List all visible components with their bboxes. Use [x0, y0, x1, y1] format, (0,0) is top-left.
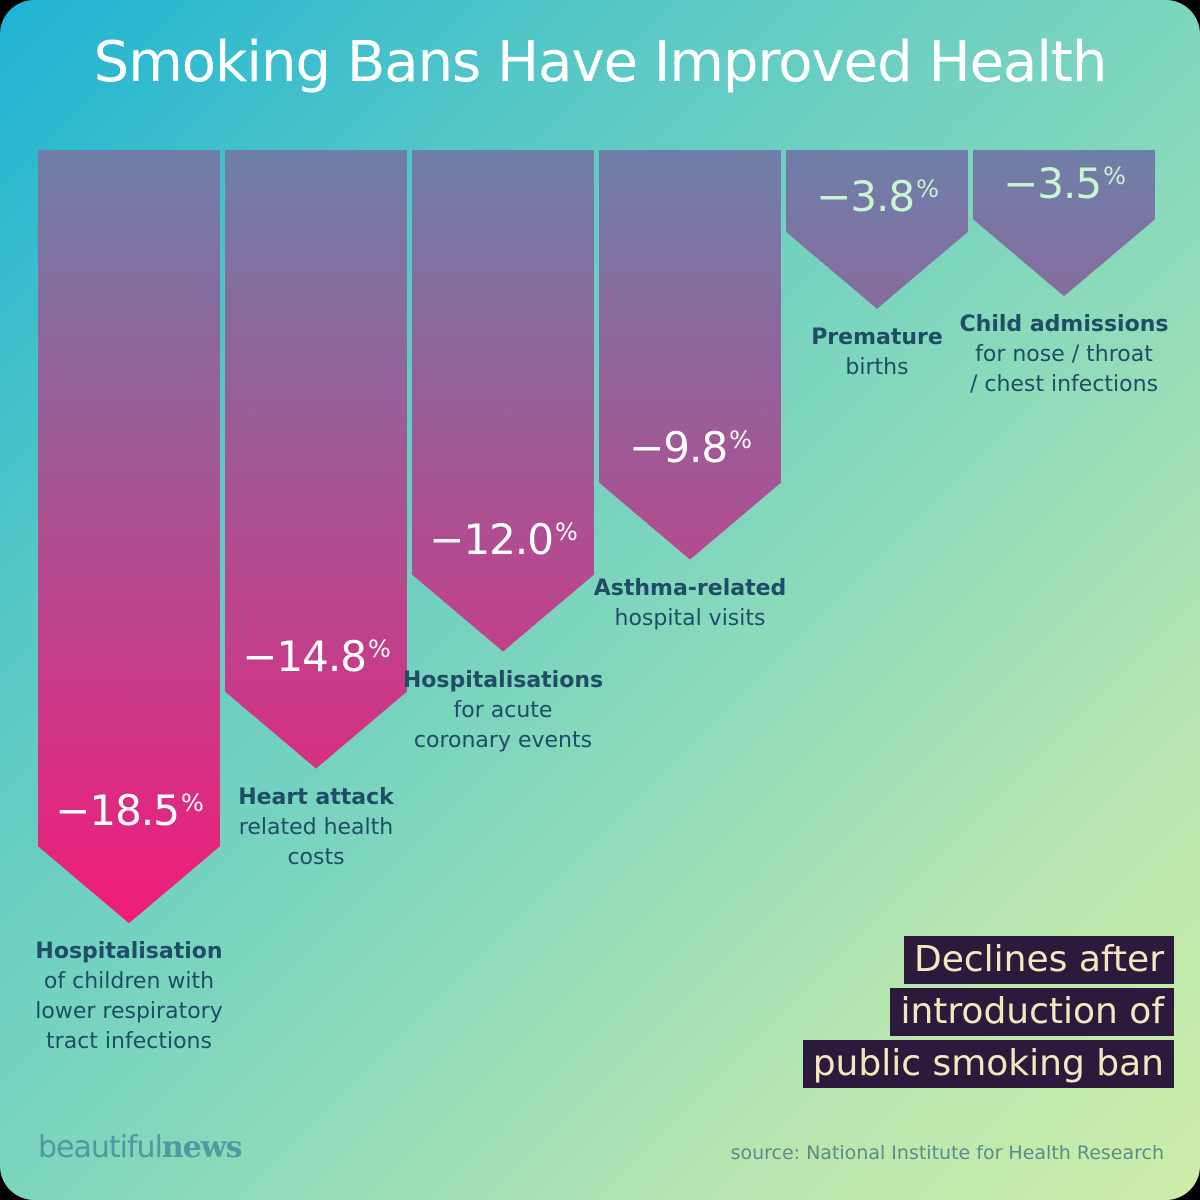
bar-4: [599, 150, 781, 560]
value-label-4: −9.8%: [629, 422, 752, 472]
category-label-3: Hospitalisations for acute coronary events: [402, 667, 604, 753]
value-label-6: −3.5%: [1003, 159, 1126, 209]
category-label-4: Asthma-related hospital visits: [593, 575, 787, 631]
category-label-5: Premature births: [811, 324, 943, 380]
source-note: source: National Institute for Health Re…: [730, 1142, 1164, 1164]
bar-2: [225, 150, 407, 769]
bar-1: [38, 150, 220, 924]
note-line-1: Declines after: [904, 936, 1174, 984]
value-label-2: −14.8%: [242, 631, 391, 681]
legend-note: Declines after introduction of public sm…: [802, 936, 1174, 1092]
note-line-2: introduction of: [890, 988, 1174, 1036]
chart-title: Smoking Bans Have Improved Health: [93, 30, 1108, 95]
category-label-6: Child admissions for nose / throat / chest…: [959, 312, 1169, 398]
value-label-5: −3.8%: [816, 171, 939, 221]
bar-6: [973, 150, 1155, 297]
bars-group: [38, 150, 1155, 924]
bar-5: [786, 150, 968, 309]
value-label-1: −18.5%: [55, 786, 204, 836]
value-label-3: −12.0%: [429, 514, 578, 564]
bar-3: [412, 150, 594, 652]
category-label-2: Heart attack related health costs: [238, 784, 394, 870]
category-label-1: Hospitalisation of children with lower res…: [35, 939, 223, 1055]
brand-logo: beautifulnews: [38, 1130, 243, 1165]
note-line-3: public smoking ban: [802, 1040, 1174, 1088]
